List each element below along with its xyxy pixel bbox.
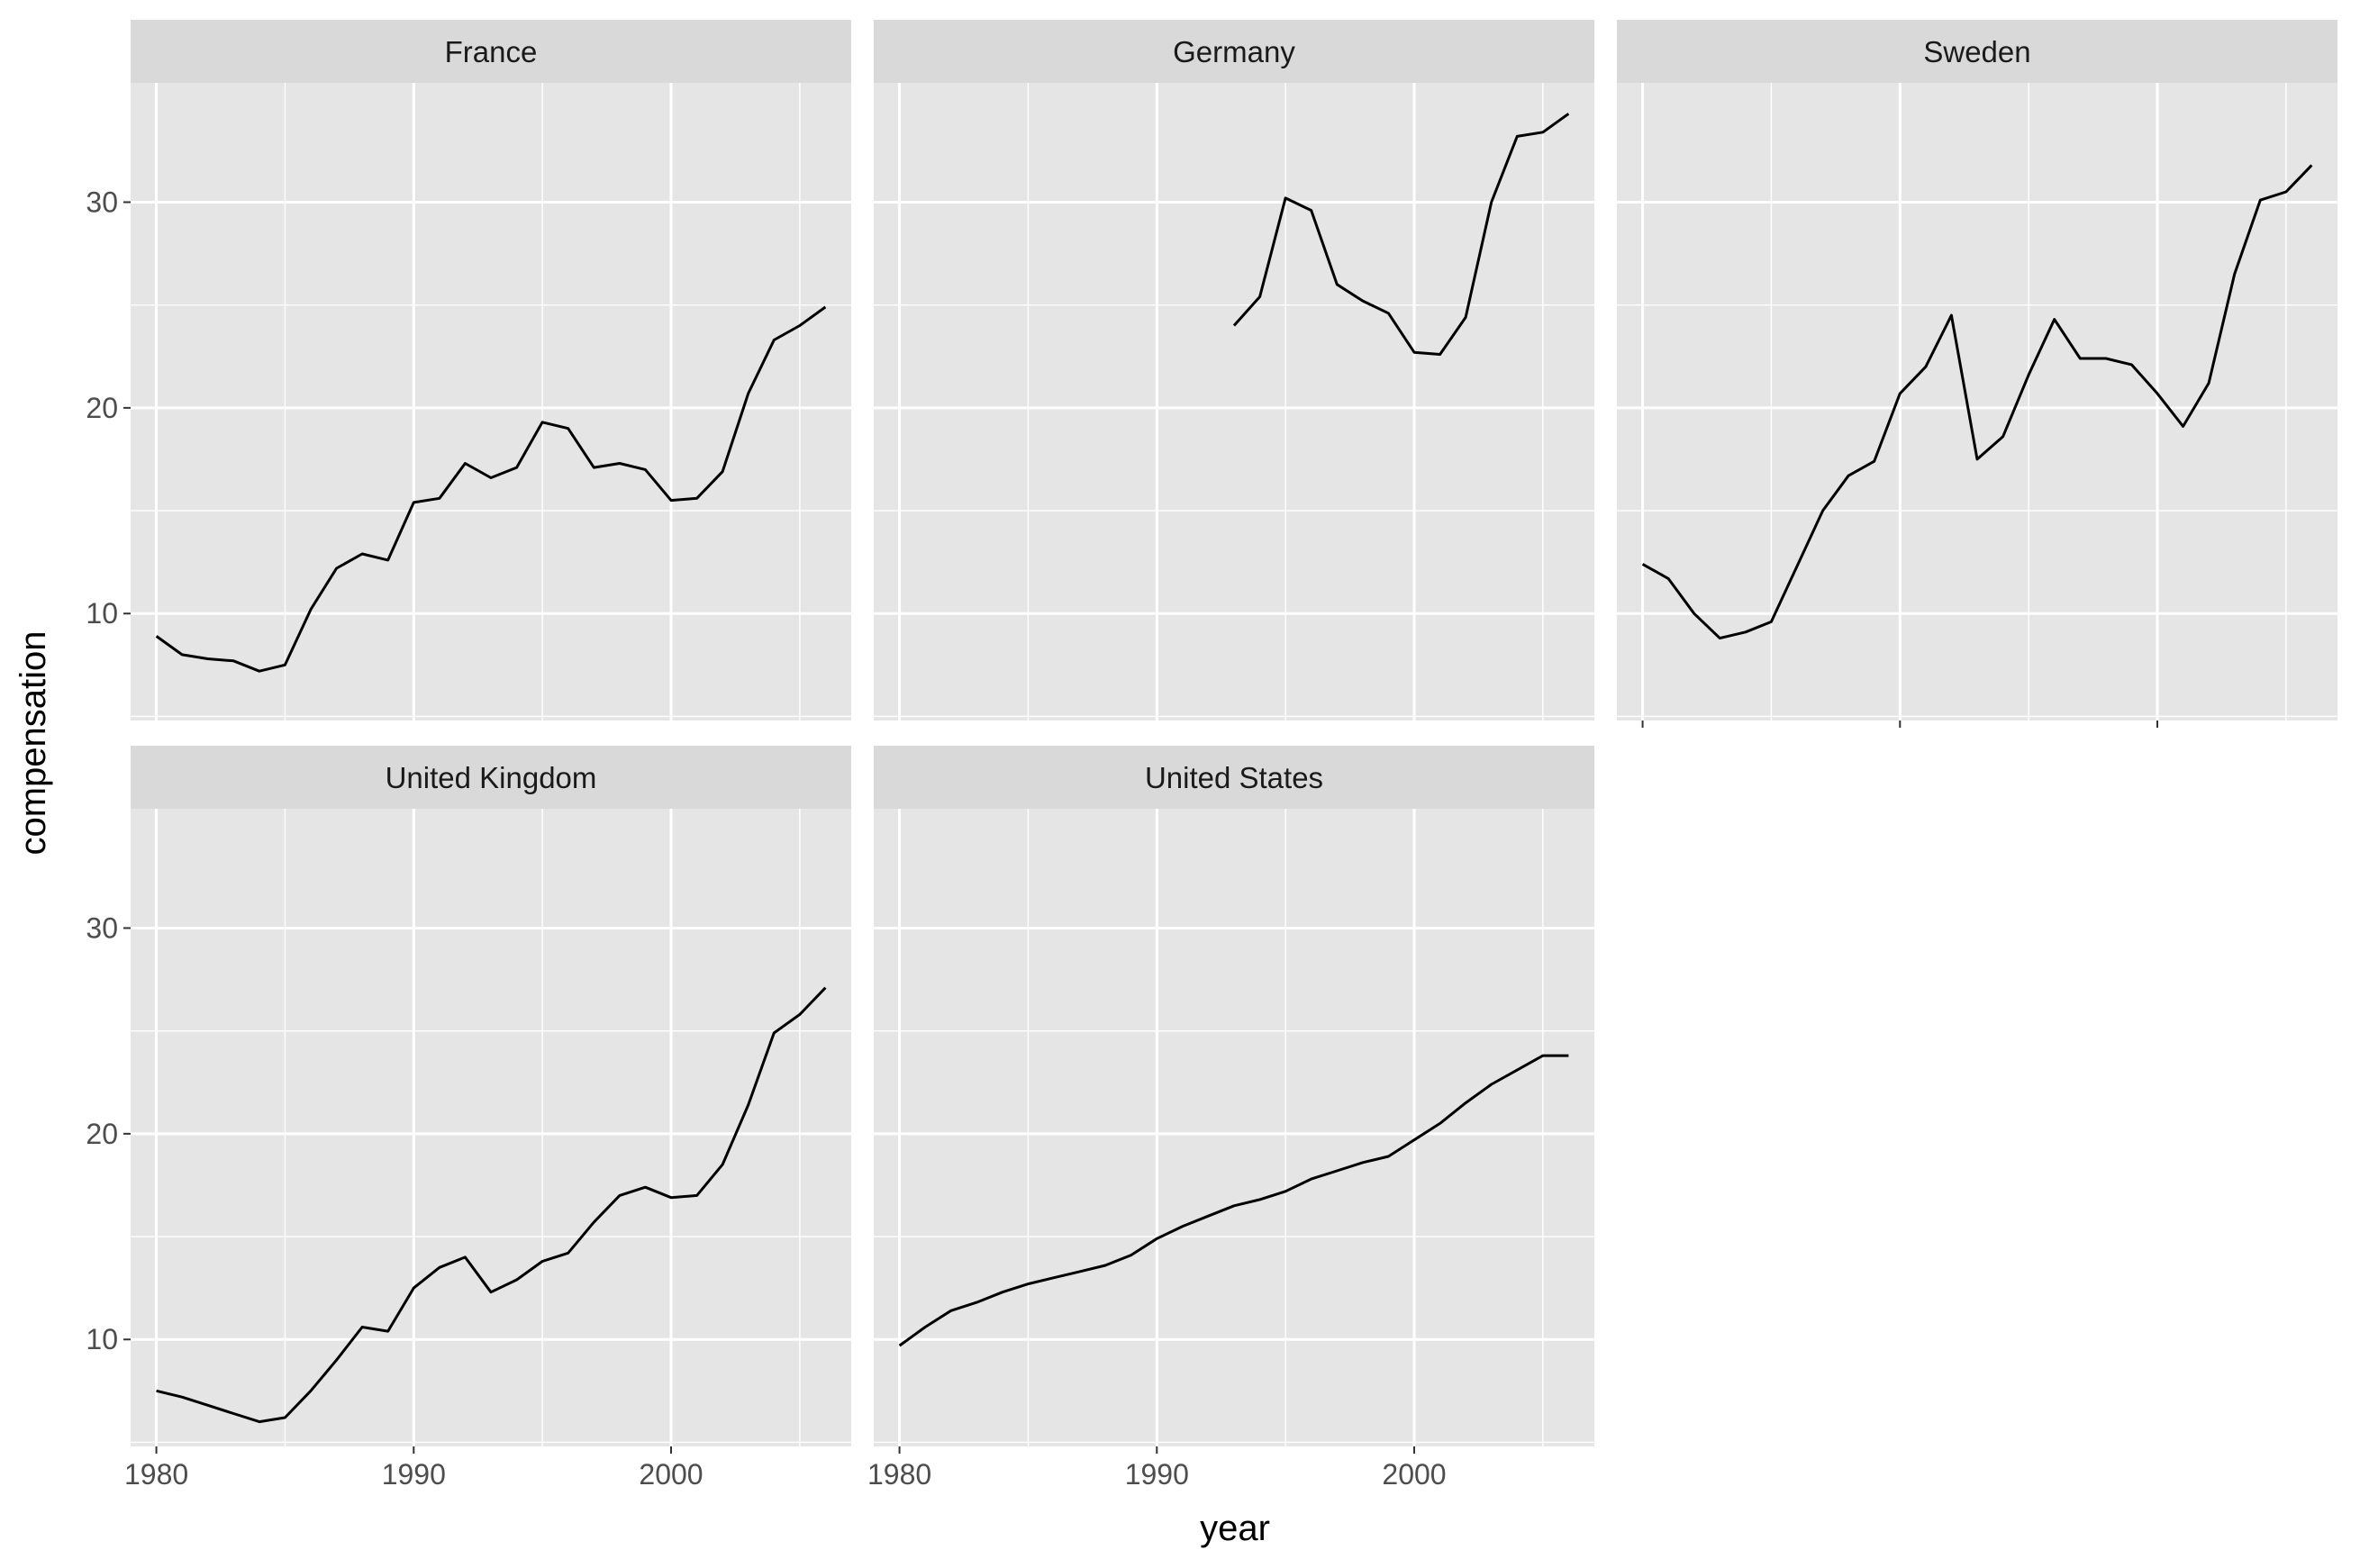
facet-panel-sweden: Sweden xyxy=(1617,20,2337,728)
facet-strip-united-kingdom xyxy=(131,746,851,809)
facet-strip-sweden xyxy=(1617,20,2337,83)
x-tick-label: 2000 xyxy=(1382,1458,1446,1491)
facet-title-united-kingdom: United Kingdom xyxy=(386,761,597,794)
x-axis-title: year xyxy=(1200,1509,1270,1548)
x-tick-label: 1980 xyxy=(867,1458,931,1491)
facet-title-france: France xyxy=(445,35,538,68)
series-line-france xyxy=(155,305,827,673)
y-axis-title: compensation xyxy=(14,630,53,855)
x-tick-label: 1990 xyxy=(1125,1458,1189,1491)
x-tick-label: 1980 xyxy=(124,1458,188,1491)
y-tick-label: 10 xyxy=(86,1323,118,1355)
x-tick-label: 2000 xyxy=(639,1458,703,1491)
series-line-united-kingdom xyxy=(156,986,827,1424)
y-tick-label: 10 xyxy=(86,597,118,630)
panel-background-germany xyxy=(874,83,1594,721)
facet-title-germany: Germany xyxy=(1173,35,1295,68)
x-tick-label: 1990 xyxy=(382,1458,446,1491)
facet-title-sweden: Sweden xyxy=(1923,35,2030,68)
facet-panel-germany: Germany xyxy=(874,20,1594,721)
facet-panel-united-states: United States 1980 1990 2000 xyxy=(867,746,1594,1491)
series-line-sweden xyxy=(1641,164,2313,640)
series-line-united-states xyxy=(898,1054,1569,1347)
panel-background-united-kingdom xyxy=(131,809,851,1446)
facet-strip-united-states xyxy=(874,746,1594,809)
y-tick-label: 30 xyxy=(86,186,118,218)
facet-panel-united-kingdom: United Kingdom 10 20 30 1980 1990 2000 xyxy=(86,746,851,1491)
facet-panel-france: France 10 20 30 xyxy=(86,20,851,721)
facet-title-united-states: United States xyxy=(1145,761,1323,794)
y-tick-label: 20 xyxy=(86,392,118,424)
panel-background-sweden xyxy=(1617,83,2337,721)
panel-background-united-states xyxy=(874,809,1594,1446)
series-line-germany xyxy=(1232,113,1570,356)
panel-background-france xyxy=(131,83,851,721)
y-tick-label: 30 xyxy=(86,911,118,944)
y-tick-label: 20 xyxy=(86,1118,118,1150)
facet-strip-germany xyxy=(874,20,1594,83)
facet-strip-france xyxy=(131,20,851,83)
